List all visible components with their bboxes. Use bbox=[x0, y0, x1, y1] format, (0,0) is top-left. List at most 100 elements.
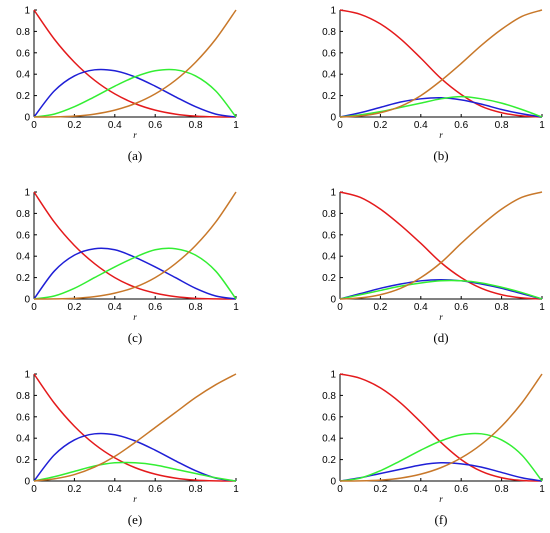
series-line-red bbox=[33, 373, 237, 482]
x-tick-label: 0.6 bbox=[454, 302, 468, 313]
series-line-green bbox=[339, 279, 543, 300]
series-line-red bbox=[339, 191, 543, 300]
y-tick-label: 0.4 bbox=[322, 70, 336, 81]
x-tick-label: 0.2 bbox=[373, 484, 387, 495]
series-line-red bbox=[33, 9, 237, 118]
x-tick-label: 0.2 bbox=[67, 484, 81, 495]
y-tick-label: 1 bbox=[24, 370, 30, 381]
x-tick-label: 0.6 bbox=[454, 120, 468, 131]
panel-caption: (f) bbox=[434, 512, 448, 527]
series-line-orange bbox=[339, 191, 543, 300]
series-line-green bbox=[339, 432, 543, 482]
series-line-blue bbox=[339, 96, 543, 118]
y-tick-label: 1 bbox=[330, 370, 336, 381]
x-tick-label: 1 bbox=[233, 120, 239, 131]
x-tick-label: 0.8 bbox=[189, 484, 203, 495]
chart-panel-e: 0 0.2 0.4 0.6 0.8 1 0 0.2 0.4 0.6 0.8 1 r bbox=[16, 370, 239, 505]
panel-caption: (d) bbox=[433, 330, 449, 345]
series-line-green bbox=[33, 461, 237, 482]
series-line-green bbox=[33, 68, 237, 118]
series-line-orange bbox=[33, 191, 237, 300]
x-tick-label: 0.8 bbox=[495, 120, 509, 131]
y-tick-label: 0.6 bbox=[16, 230, 30, 241]
x-tick-label: 0.6 bbox=[454, 484, 468, 495]
series-line-orange bbox=[339, 9, 543, 118]
y-tick-label: 0.6 bbox=[16, 412, 30, 423]
x-tick-label: 0.8 bbox=[495, 302, 509, 313]
x-tick-label: 0.8 bbox=[495, 484, 509, 495]
y-tick-label: 0 bbox=[330, 477, 336, 488]
x-axis-title: r bbox=[439, 312, 443, 322]
y-tick-label: 1 bbox=[24, 188, 30, 199]
y-tick-label: 0.2 bbox=[16, 273, 30, 284]
x-tick-label: 0.8 bbox=[189, 302, 203, 313]
panel-caption: (c) bbox=[127, 330, 143, 345]
y-tick-label: 0.4 bbox=[16, 252, 30, 263]
y-tick-label: 0.6 bbox=[16, 48, 30, 59]
x-tick-label: 1 bbox=[539, 484, 545, 495]
x-tick-label: 0.4 bbox=[414, 484, 428, 495]
series-line-orange bbox=[33, 373, 237, 482]
chart-panel-b: 0 0.2 0.4 0.6 0.8 1 0 0.2 0.4 0.6 0.8 1 r bbox=[322, 6, 545, 141]
x-tick-label: 0.4 bbox=[108, 302, 122, 313]
y-tick-label: 0 bbox=[24, 113, 30, 124]
y-tick-label: 1 bbox=[330, 188, 336, 199]
y-tick-label: 0.4 bbox=[322, 252, 336, 263]
panel-caption: (e) bbox=[127, 512, 143, 527]
x-axis-title: r bbox=[133, 130, 137, 140]
x-tick-label: 0.2 bbox=[67, 120, 81, 131]
y-tick-label: 0.8 bbox=[16, 27, 30, 38]
y-tick-label: 0.8 bbox=[322, 391, 336, 402]
x-tick-label: 0 bbox=[31, 120, 37, 131]
series-line-blue bbox=[339, 462, 543, 482]
y-tick-label: 1 bbox=[24, 6, 30, 17]
x-tick-label: 0.4 bbox=[414, 120, 428, 131]
series-line-red bbox=[339, 9, 543, 118]
chart-panel-f: 0 0.2 0.4 0.6 0.8 1 0 0.2 0.4 0.6 0.8 1 r bbox=[322, 370, 545, 505]
x-axis-title: r bbox=[133, 312, 137, 322]
y-tick-label: 0 bbox=[330, 295, 336, 306]
series-line-orange bbox=[33, 9, 237, 118]
y-tick-label: 0.4 bbox=[16, 434, 30, 445]
y-tick-label: 0 bbox=[24, 295, 30, 306]
x-tick-label: 0 bbox=[337, 302, 343, 313]
x-tick-label: 0.2 bbox=[373, 120, 387, 131]
series-line-blue bbox=[339, 278, 543, 300]
x-tick-label: 0 bbox=[337, 120, 343, 131]
x-tick-label: 1 bbox=[539, 120, 545, 131]
series-line-red bbox=[33, 191, 237, 300]
x-axis-title: r bbox=[133, 494, 137, 504]
x-tick-label: 1 bbox=[233, 302, 239, 313]
y-tick-label: 0.2 bbox=[322, 455, 336, 466]
x-axis-title: r bbox=[439, 130, 443, 140]
x-tick-label: 1 bbox=[539, 302, 545, 313]
series-line-green bbox=[339, 95, 543, 118]
x-tick-label: 0.4 bbox=[108, 484, 122, 495]
y-tick-label: 0.8 bbox=[16, 209, 30, 220]
x-tick-label: 0.4 bbox=[414, 302, 428, 313]
y-tick-label: 0.4 bbox=[322, 434, 336, 445]
y-tick-label: 0.2 bbox=[16, 455, 30, 466]
chart-panel-c: 0 0.2 0.4 0.6 0.8 1 0 0.2 0.4 0.6 0.8 1 r bbox=[16, 188, 239, 323]
y-tick-label: 0.2 bbox=[16, 91, 30, 102]
x-tick-label: 0.2 bbox=[67, 302, 81, 313]
x-tick-label: 0.6 bbox=[148, 120, 162, 131]
chart-panel-d: 0 0.2 0.4 0.6 0.8 1 0 0.2 0.4 0.6 0.8 1 r bbox=[322, 188, 545, 323]
y-tick-label: 0.2 bbox=[322, 91, 336, 102]
series-line-orange bbox=[339, 373, 543, 482]
series-line-red bbox=[339, 373, 543, 482]
panel-caption: (a) bbox=[127, 148, 143, 163]
series-line-blue bbox=[33, 247, 237, 300]
x-tick-label: 0.4 bbox=[108, 120, 122, 131]
y-tick-label: 0.2 bbox=[322, 273, 336, 284]
x-tick-label: 0.6 bbox=[148, 302, 162, 313]
y-tick-label: 0 bbox=[330, 113, 336, 124]
chart-panel-a: 0 0.2 0.4 0.6 0.8 1 0 0.2 0.4 0.6 0.8 1 r bbox=[16, 6, 239, 141]
y-tick-label: 0.6 bbox=[322, 412, 336, 423]
x-tick-label: 0.6 bbox=[148, 484, 162, 495]
x-tick-label: 0.8 bbox=[189, 120, 203, 131]
x-tick-label: 0 bbox=[31, 302, 37, 313]
y-tick-label: 1 bbox=[330, 6, 336, 17]
y-tick-label: 0.8 bbox=[16, 391, 30, 402]
x-tick-label: 0 bbox=[31, 484, 37, 495]
